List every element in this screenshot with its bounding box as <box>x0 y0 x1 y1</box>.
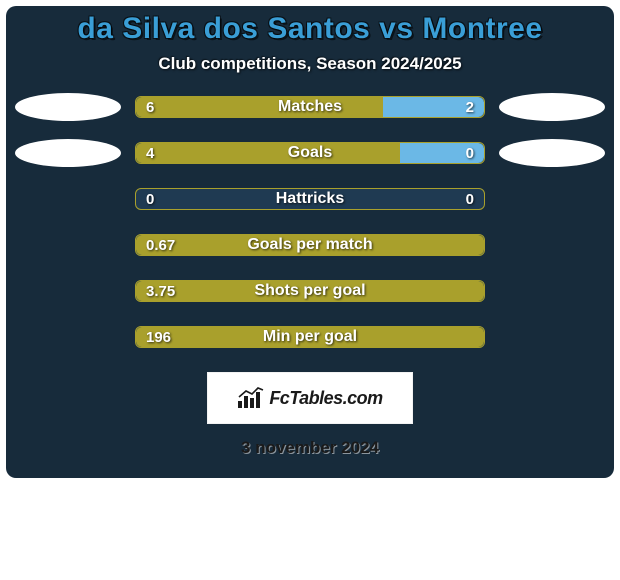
comparison-card: da Silva dos Santos vs Montree Club comp… <box>0 0 620 580</box>
player-oval-left <box>15 139 121 167</box>
stat-value-left: 6 <box>146 99 154 116</box>
stat-row: Shots per goal3.75 <box>6 280 614 302</box>
stat-label: Shots per goal <box>136 282 484 300</box>
player-oval-right <box>499 93 605 121</box>
player-oval-right <box>499 277 605 305</box>
stat-row: Goals per match0.67 <box>6 234 614 256</box>
logo: FcTables.com <box>237 387 382 409</box>
stat-value-left: 0 <box>146 191 154 208</box>
stat-label: Hattricks <box>136 190 484 208</box>
player-oval-left <box>15 231 121 259</box>
logo-text: FcTables.com <box>269 388 382 409</box>
stat-label: Min per goal <box>136 328 484 346</box>
stat-bar: Goals4 0 <box>135 142 485 164</box>
comparison-subtitle: Club competitions, Season 2024/2025 <box>6 54 614 96</box>
player-oval-right <box>499 231 605 259</box>
card-inner: da Silva dos Santos vs Montree Club comp… <box>6 6 614 478</box>
stat-bar: Min per goal196 <box>135 326 485 348</box>
stat-label: Matches <box>136 98 484 116</box>
stat-value-right: 2 <box>466 99 474 116</box>
stat-value-right: 0 <box>466 191 474 208</box>
stat-rows: Matches62Goals40Hattricks00Goals per mat… <box>6 96 614 348</box>
player-oval-right <box>499 185 605 213</box>
stat-row: Goals4 0 <box>6 142 614 164</box>
stat-value-right: 0 <box>466 145 474 162</box>
stat-row: Min per goal196 <box>6 326 614 348</box>
date-text: 3 november 2024 <box>6 438 614 458</box>
stat-value-left: 3.75 <box>146 283 175 300</box>
player-oval-right <box>499 323 605 351</box>
comparison-title: da Silva dos Santos vs Montree <box>6 6 614 54</box>
stat-bar: Shots per goal3.75 <box>135 280 485 302</box>
player-oval-right <box>499 139 605 167</box>
player-oval-left <box>15 93 121 121</box>
player-oval-left <box>15 323 121 351</box>
stat-label: Goals <box>136 144 484 162</box>
stat-bar: Hattricks0 0 <box>135 188 485 210</box>
stat-row: Hattricks0 0 <box>6 188 614 210</box>
player-oval-left <box>15 185 121 213</box>
stat-label: Goals per match <box>136 236 484 254</box>
stat-bar: Matches6 2 <box>135 96 485 118</box>
stat-value-left: 196 <box>146 329 171 346</box>
stat-row: Matches6 2 <box>6 96 614 118</box>
player-oval-left <box>15 277 121 305</box>
stat-value-left: 0.67 <box>146 237 175 254</box>
stat-bar: Goals per match0.67 <box>135 234 485 256</box>
chart-icon <box>237 387 265 409</box>
stat-value-left: 4 <box>146 145 154 162</box>
logo-box: FcTables.com <box>207 372 413 424</box>
